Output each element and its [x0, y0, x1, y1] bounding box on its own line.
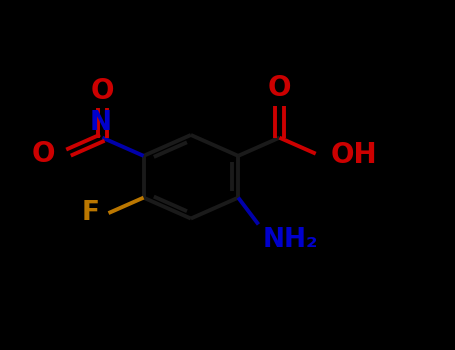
Text: NH₂: NH₂ — [263, 227, 318, 253]
Text: OH: OH — [330, 141, 377, 169]
Text: O: O — [91, 77, 114, 105]
Text: O: O — [31, 140, 55, 168]
Text: N: N — [90, 110, 111, 136]
Text: F: F — [82, 200, 100, 226]
Text: O: O — [268, 74, 291, 102]
